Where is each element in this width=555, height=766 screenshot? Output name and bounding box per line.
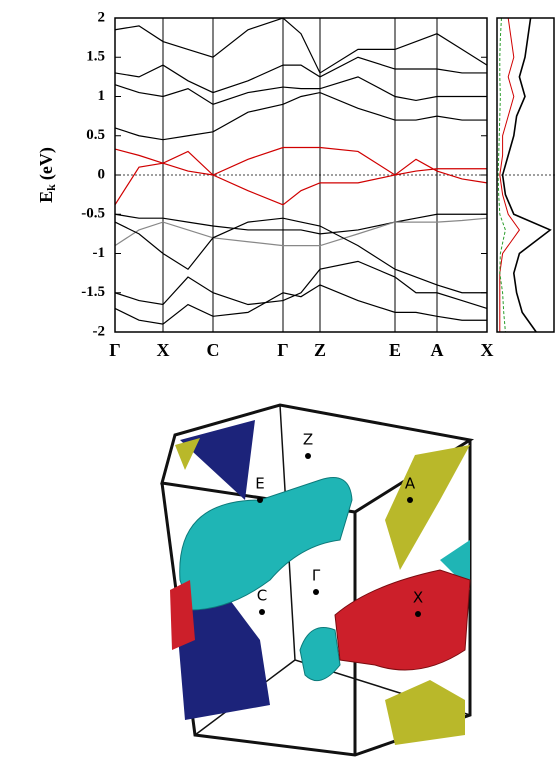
y-axis-label: Ek (eV) [36,147,58,203]
x-tick-label: A [431,340,444,360]
band [115,93,487,140]
k-point [407,497,413,503]
k-point-label: E [255,475,264,493]
x-tick-label: X [481,340,494,360]
k-point [313,589,319,595]
k-point-label: X [413,589,423,607]
k-point [257,497,263,503]
yellow-sheet [385,680,465,745]
x-tick-label: E [389,340,401,360]
x-tick-label: C [207,340,220,360]
band [115,261,487,308]
k-point-label: C [257,587,267,605]
y-tick-label: -2 [93,323,106,339]
k-point-label: A [405,475,416,493]
y-tick-label: -1 [93,245,106,261]
y-tick-label: 1 [98,88,106,104]
x-tick-label: Γ [277,340,288,360]
k-point [259,609,265,615]
x-tick-label: Γ [109,340,120,360]
y-label-sub: k [44,184,58,191]
k-point-label: Γ [312,567,321,585]
band [115,57,487,92]
y-label-unit: (eV) [36,147,57,180]
band [115,285,487,324]
band [115,77,487,104]
k-point [305,453,311,459]
y-tick-label: -0.5 [81,206,105,222]
band [115,148,487,175]
k-point [415,611,421,617]
figure: -2 -1.5 -1 -0.5 0 0.5 1 1.5 2 Γ X C Γ Z E A X Ek (eV) Z E A Γ C… [0,0,555,766]
band [115,151,487,204]
k-point-label: Z [303,431,313,449]
y-tick-label: 2 [98,9,106,25]
y-tick-label: 1.5 [86,49,105,65]
x-tick-label: Z [314,340,326,360]
y-tick-label: -1.5 [81,284,105,300]
y-tick-label: 0.5 [86,127,105,143]
y-tick-label: 0 [98,166,106,182]
x-tick-label: X [157,340,170,360]
y-label-main: E [36,191,56,203]
